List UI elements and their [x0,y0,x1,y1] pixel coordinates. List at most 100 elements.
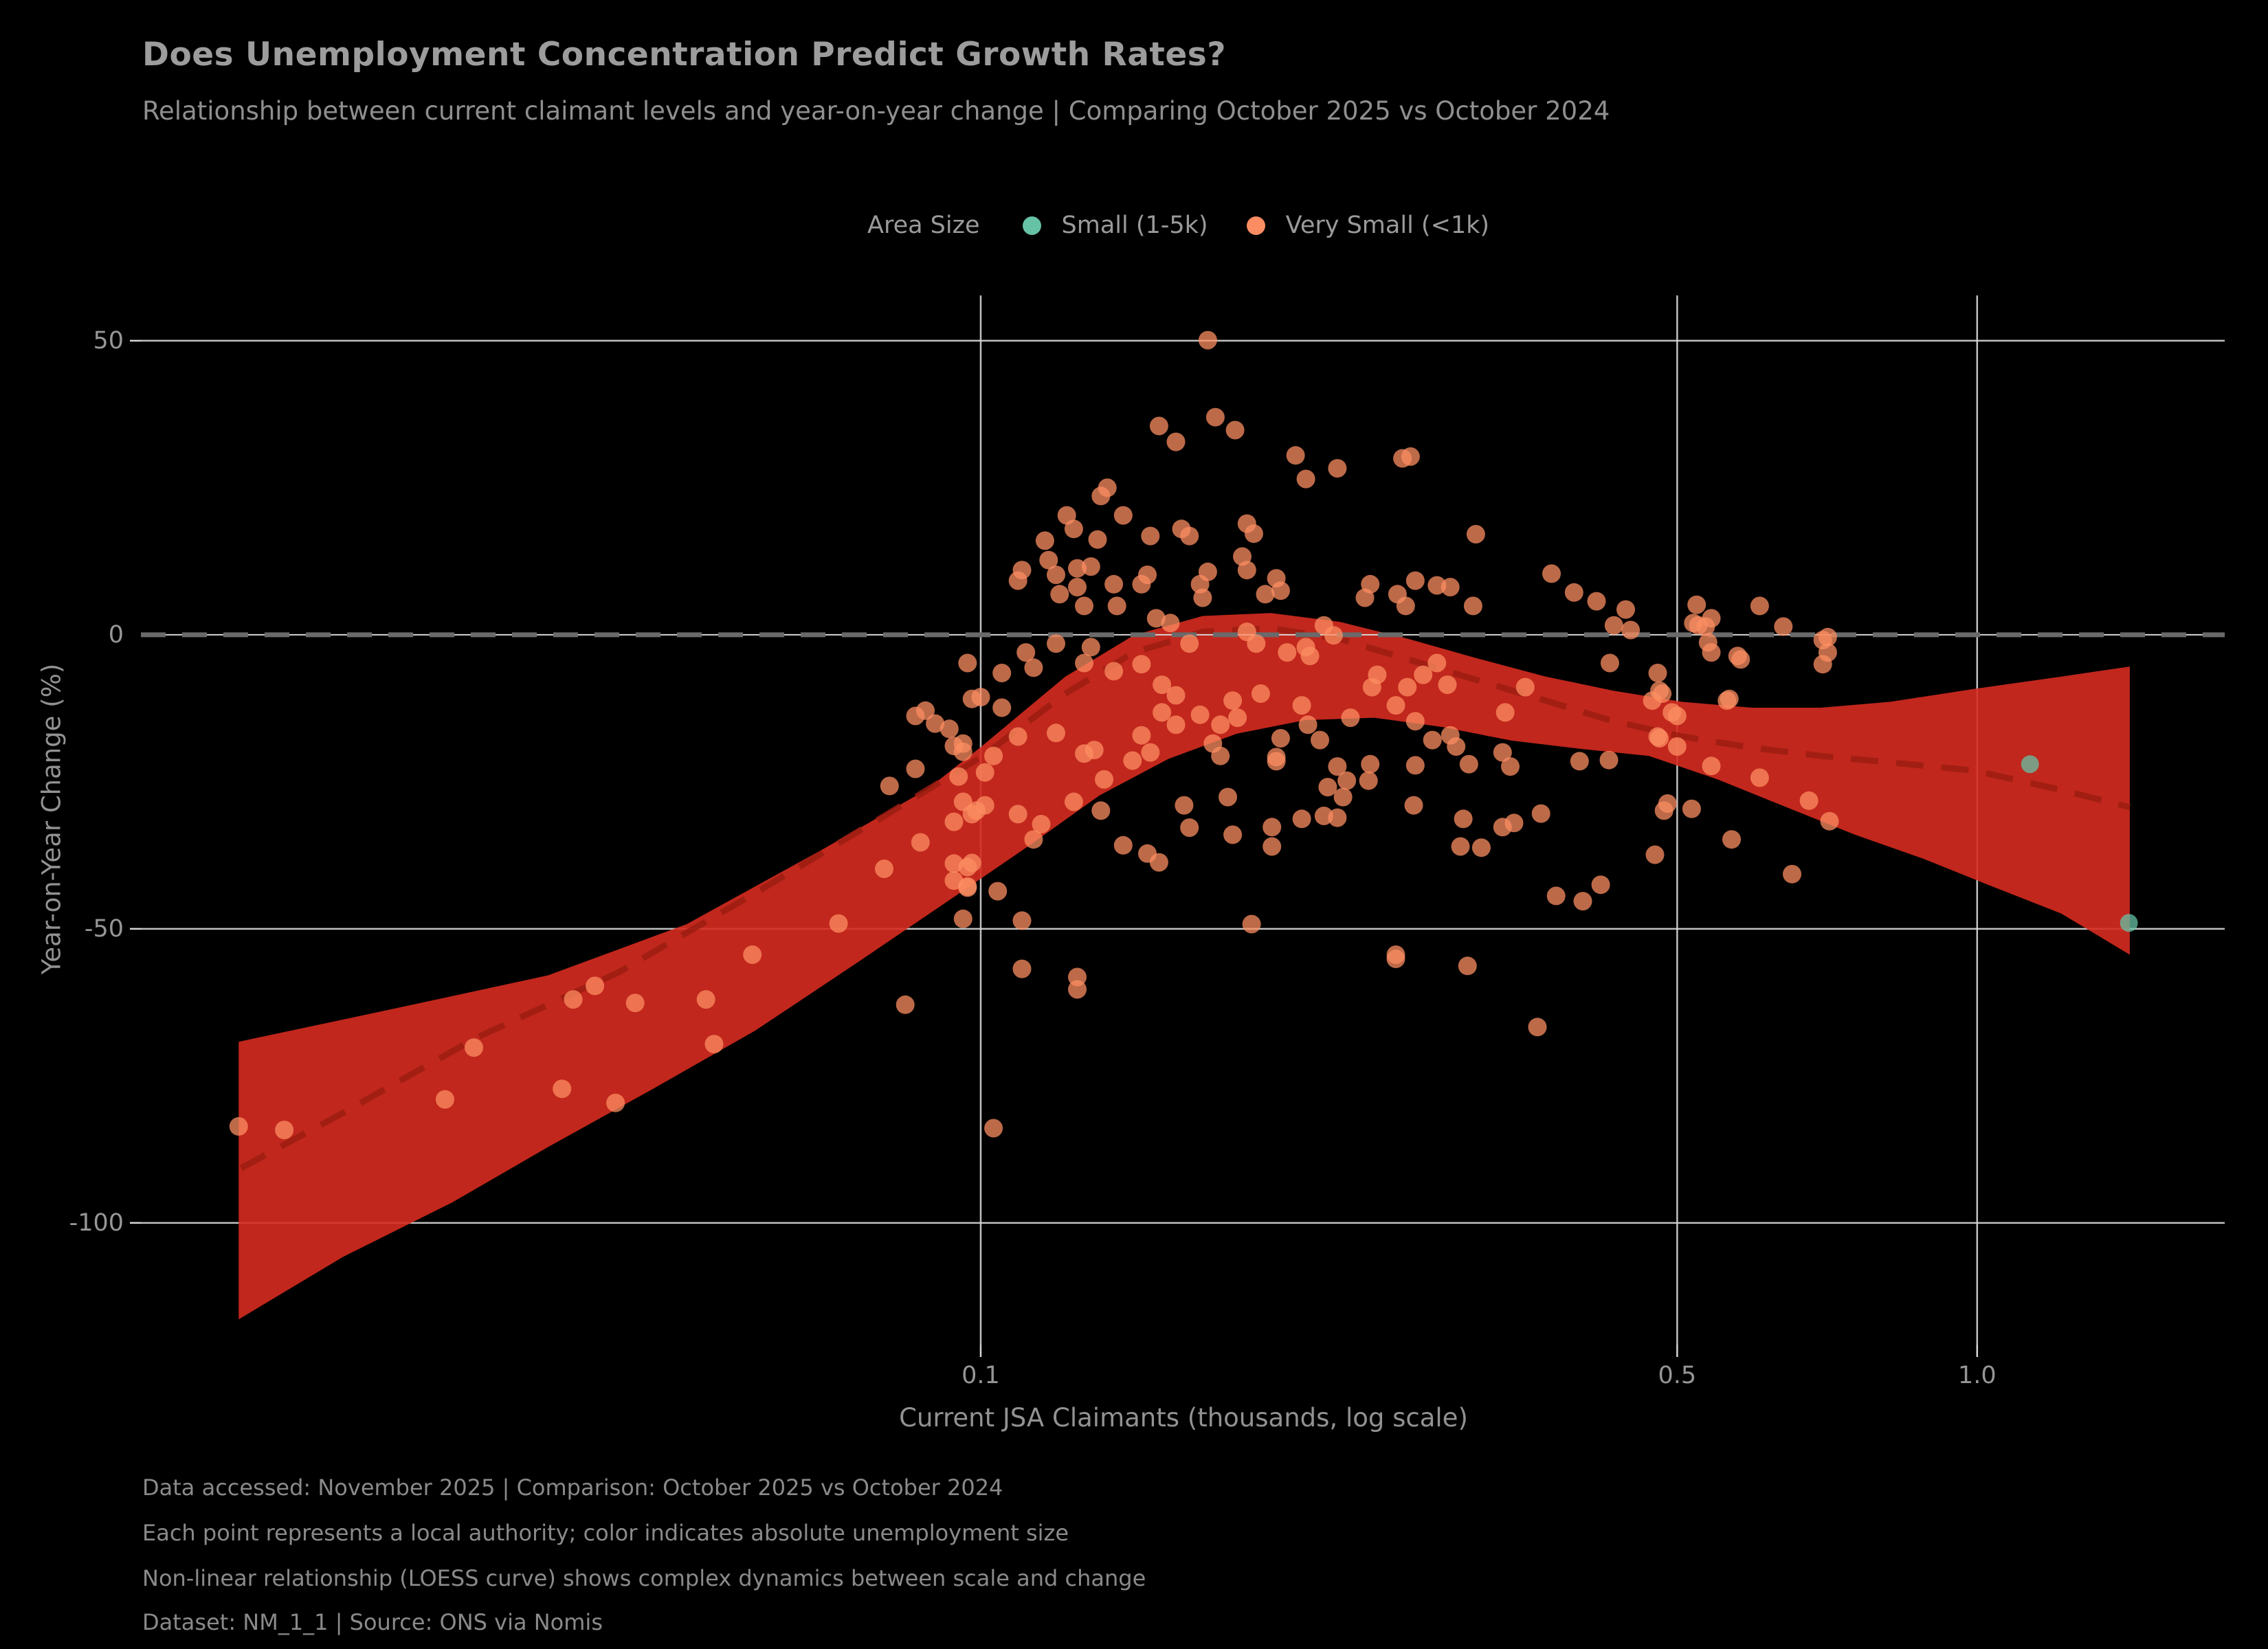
scatter-point [1528,1018,1547,1037]
x-axis-label: Current JSA Claimants (thousands, log sc… [899,1403,1468,1433]
scatter-point [1311,730,1329,750]
scatter-point [1166,686,1186,705]
scatter-point [911,833,930,852]
scatter-point [1153,675,1172,695]
scatter-point [1774,617,1793,636]
scatter-point [1459,754,1478,774]
scatter-point [953,909,972,928]
x-tick-10: 1.0 [1957,1362,1997,1389]
scatter-point [916,701,935,720]
scatter-point [1132,574,1151,594]
scatter-point [1451,837,1470,856]
scatter-point [1050,585,1069,604]
scatter-point [1113,506,1133,525]
scatter-point [1016,643,1036,662]
scatter-point [1012,911,1032,930]
legend-swatch-very-small-icon [1246,216,1265,235]
loess-confidence-band [238,613,2130,1320]
scatter-point [1458,956,1477,976]
scatter-point [1190,705,1210,724]
scatter-point [1298,715,1318,734]
scatter-point [875,860,893,878]
scatter-point [1404,796,1423,815]
scatter-point [1296,469,1315,489]
scatter-point [1799,791,1819,810]
scatter-point [1493,743,1512,762]
scatter-point [1324,626,1343,645]
scatter-point [1750,768,1769,787]
scatter-point [436,1090,454,1109]
scatter-point [1205,407,1225,427]
scatter-point [1341,708,1360,728]
scatter-point [1658,794,1677,813]
scatter-point [1091,801,1111,820]
y-tick-50: 50 [93,326,124,355]
scatter-point [1702,756,1721,776]
scatter-point [1496,703,1515,722]
scatter-point [1047,723,1065,743]
y-tick-neg100: -100 [69,1209,124,1237]
scatter-point [1504,814,1524,833]
scatter-point [1228,708,1247,728]
scatter-point [1219,787,1237,807]
scatter-point [1012,959,1032,978]
scatter-point [944,812,964,831]
legend-title: Area Size [867,212,980,239]
scatter-point [1141,743,1160,762]
scatter-point [465,1038,483,1057]
scatter-point [564,990,583,1009]
scatter-point [1193,588,1212,607]
scatter-point [1251,684,1270,703]
footer-line-2: Each point represents a local authority;… [142,1520,1069,1546]
scatter-point [829,914,848,933]
scatter-point [1088,530,1107,549]
legend-label-very-small: Very Small (<1k) [1285,212,1490,239]
scatter-point [1180,818,1199,838]
scatter-point [1328,757,1347,776]
scatter-point [1587,592,1606,611]
x-tick-05: 0.5 [1658,1362,1697,1389]
scatter-point [1081,557,1100,576]
scatter-point [1599,750,1619,770]
scatter-point [275,1121,294,1140]
scatter-point [988,882,1008,901]
scatter-point [1570,752,1589,771]
scatter-point [1286,446,1305,465]
scatter-point [1153,703,1172,722]
scatter-point [984,746,1003,765]
scatter-point [958,877,977,896]
scatter-point [1515,677,1535,697]
scatter-point [1292,809,1311,829]
scatter-point [1386,696,1405,715]
scatter-point [1667,737,1687,756]
scatter-point [1564,583,1583,602]
scatter-point [975,763,994,782]
scatter-point [1008,727,1027,746]
scatter-point [1438,675,1457,695]
legend: Area Size Small (1-5k) Very Small (<1k) [867,205,1489,246]
scatter-point [1047,634,1065,653]
scatter-point [1081,638,1100,657]
scatter-point [971,688,990,707]
scatter-point [949,767,968,786]
scatter-point [1198,562,1217,581]
scatter-point [1267,752,1286,771]
scatter-point [586,976,605,996]
scatter-point [1318,778,1337,797]
scatter-point [1621,620,1641,640]
scatter-point [1542,564,1561,583]
scatter-point [1263,837,1282,856]
scatter-point [940,719,959,739]
chart-subtitle: Relationship between current claimant le… [142,96,1610,126]
scatter-point [1466,525,1485,543]
footer-line-1: Data accessed: November 2025 | Compariso… [142,1474,1003,1501]
scatter-point [1398,677,1417,697]
scatter-point [1068,967,1087,987]
scatter-point [1362,677,1381,697]
scatter-point [1047,565,1065,585]
scatter-point [1211,715,1230,734]
scatter-point [1166,715,1186,734]
scatter-point [1401,447,1420,466]
scatter-point [1616,600,1635,619]
